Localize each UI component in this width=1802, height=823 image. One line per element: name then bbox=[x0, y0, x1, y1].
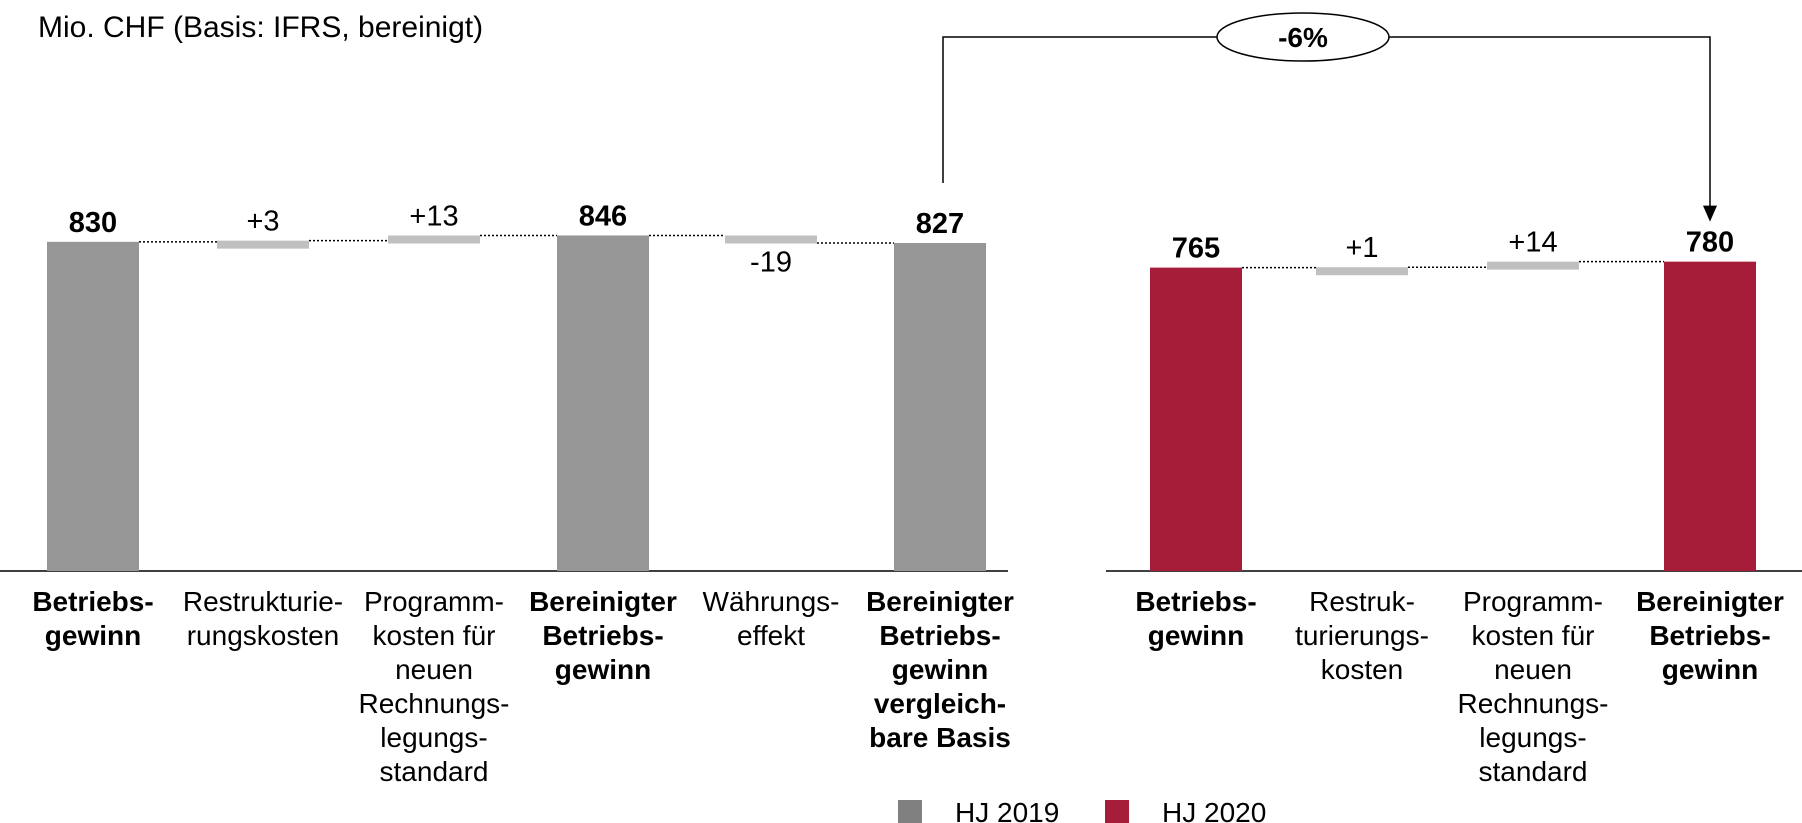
category-label: Betriebs-gewinn bbox=[32, 586, 153, 651]
bar-delta bbox=[1316, 267, 1408, 276]
legend-swatch bbox=[898, 800, 922, 823]
bar-delta bbox=[1487, 261, 1579, 270]
data-label: 765 bbox=[1172, 233, 1220, 265]
bar-delta bbox=[388, 235, 480, 244]
data-label: +13 bbox=[409, 200, 458, 232]
comparison-label: -6% bbox=[1278, 22, 1328, 53]
data-label: 830 bbox=[69, 207, 117, 239]
comparison-bracket-right bbox=[1389, 36, 1711, 210]
bar-total bbox=[47, 241, 139, 571]
data-label: 827 bbox=[916, 208, 964, 240]
data-label: +14 bbox=[1508, 227, 1557, 259]
bar-total bbox=[1664, 261, 1756, 571]
bar-delta bbox=[725, 235, 817, 244]
legend-swatch bbox=[1105, 800, 1129, 823]
comparison-badge bbox=[1216, 12, 1390, 62]
data-label: +1 bbox=[1345, 232, 1378, 264]
category-label: Bereinigter Betriebs-gewinn bbox=[1636, 586, 1784, 685]
legend-entry: HJ 2019 bbox=[955, 797, 1059, 823]
chart-panel-1: 830 +3 +13 846 -19 827 Betriebs-gewinn Restrukt… bbox=[0, 200, 1014, 787]
category-label: Betriebs-gewinn bbox=[1135, 586, 1256, 651]
category-label: Programm-kosten für neuen Rechnungs-legung… bbox=[359, 586, 510, 787]
category-label: Restruk-turierungs-kosten bbox=[1295, 586, 1429, 685]
category-label: Bereinigter Betriebs-gewinn vergleich-bare… bbox=[866, 586, 1014, 753]
data-label: 780 bbox=[1686, 227, 1734, 259]
bar-delta bbox=[217, 240, 309, 249]
legend-entry: HJ 2020 bbox=[1162, 797, 1266, 823]
category-label: Bereinigter Betriebs-gewinn bbox=[529, 586, 677, 685]
data-label: -19 bbox=[750, 246, 792, 278]
category-label: Restrukturie-rungskosten bbox=[183, 586, 343, 651]
chart-panel-2: 765 +1 +14 780 Betriebs-gewinn Restruk-turier… bbox=[1106, 227, 1802, 787]
data-label: 846 bbox=[579, 200, 627, 232]
chart-subtitle: Mio. CHF (Basis: IFRS, bereinigt) bbox=[38, 11, 483, 44]
category-label: Programm-kosten für neuen Rechnungs-legung… bbox=[1458, 586, 1609, 787]
comparison-bracket-left bbox=[942, 36, 1217, 184]
arrow-down-icon bbox=[1703, 205, 1717, 222]
category-label: Währungs-effekt bbox=[703, 586, 840, 651]
bar-total bbox=[557, 235, 649, 572]
data-label: +3 bbox=[246, 206, 279, 238]
bar-total bbox=[1150, 267, 1242, 571]
bar-total bbox=[894, 243, 986, 572]
